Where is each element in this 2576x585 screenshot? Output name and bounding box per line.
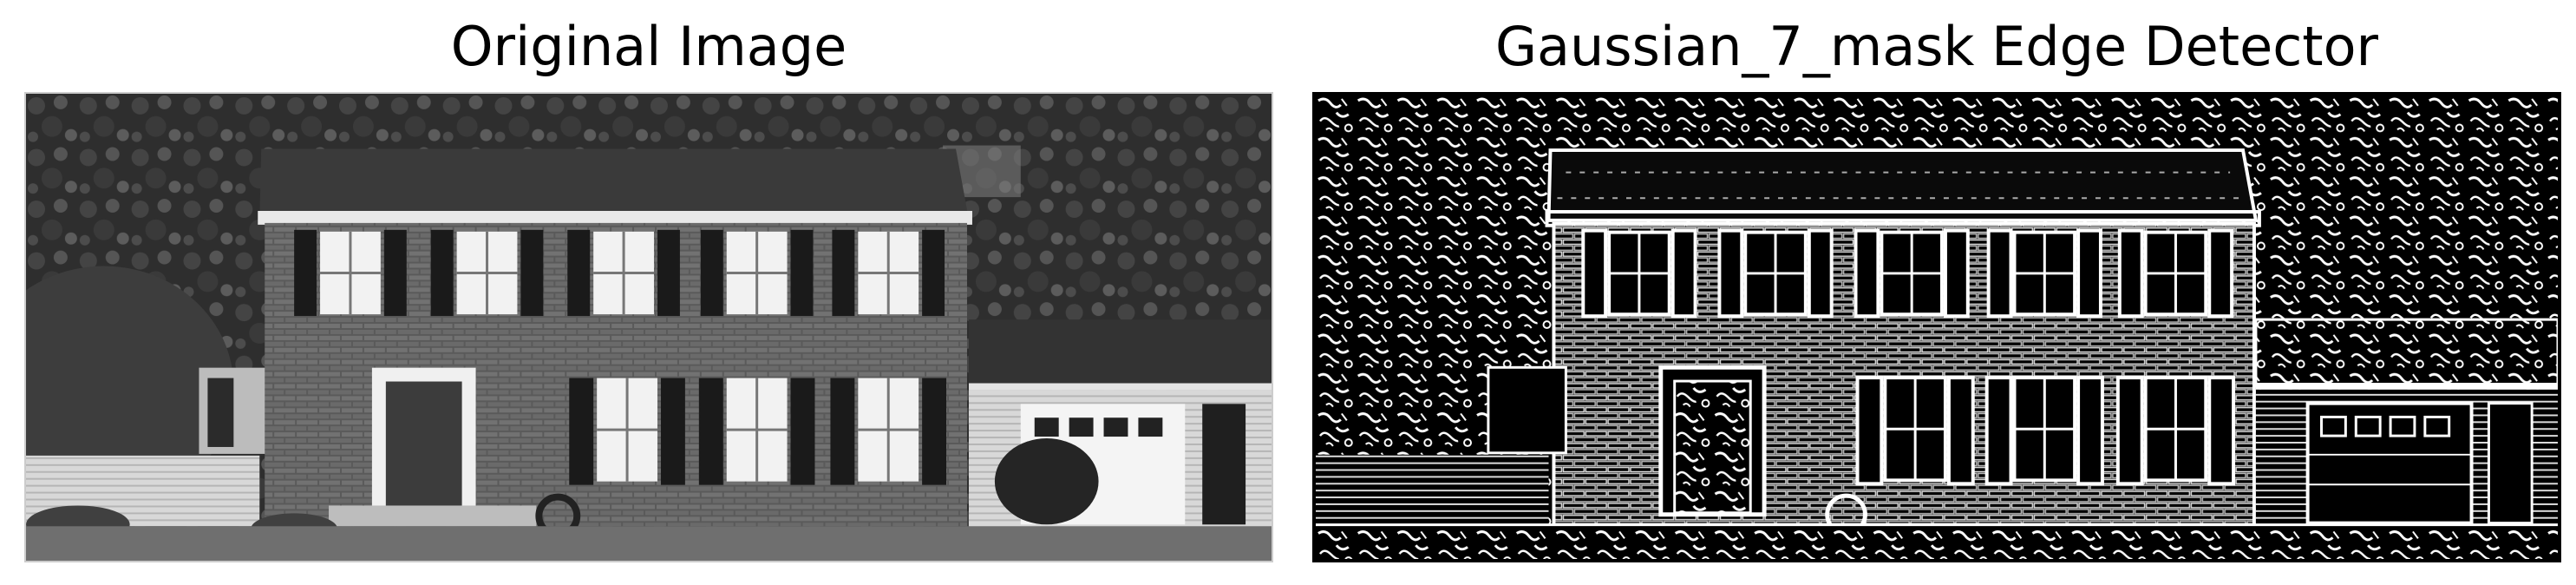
original-house-photo (24, 92, 1273, 562)
edge-detector-title: Gaussian_7_mask Edge Detector (1494, 15, 2379, 78)
original-image-title: Original Image (450, 15, 847, 78)
edge-detector-panel: Gaussian_7_mask Edge Detector (1288, 0, 2576, 585)
original-image-panel: Original Image (24, 15, 1273, 562)
edge-detector-output (1312, 92, 2561, 562)
